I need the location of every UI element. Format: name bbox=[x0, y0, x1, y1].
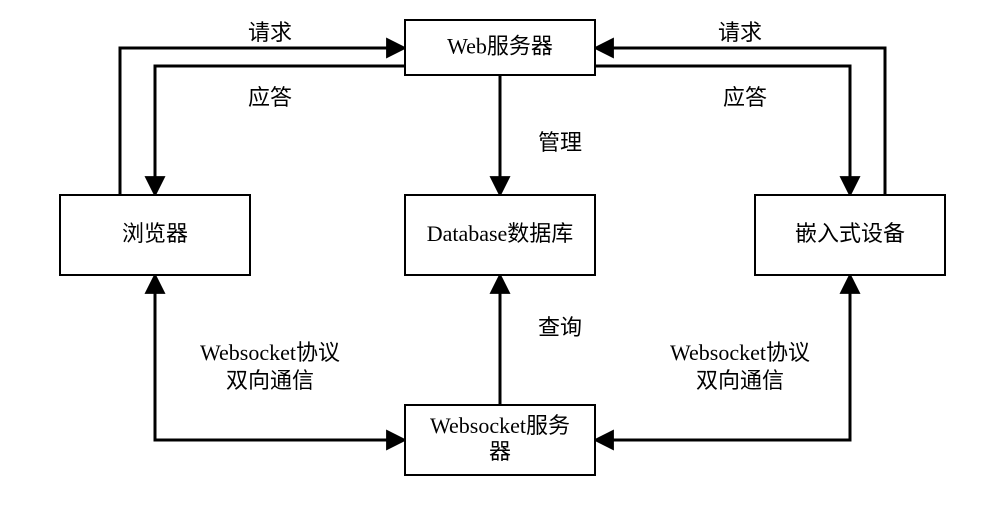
node-embedded: 嵌入式设备 bbox=[755, 195, 945, 275]
node-ws_server-label-2: 器 bbox=[489, 439, 511, 464]
edge-label-ws_left-1: Websocket协议 bbox=[200, 340, 340, 365]
edge-label-ws_left-2: 双向通信 bbox=[226, 368, 314, 393]
edge-label-manage: 管理 bbox=[538, 130, 582, 155]
edge-label-query: 查询 bbox=[538, 315, 582, 340]
node-ws_server-label-1: Websocket服务 bbox=[430, 413, 570, 438]
node-embedded-label: 嵌入式设备 bbox=[795, 221, 905, 246]
edge-label-req_right: 请求 bbox=[718, 20, 762, 45]
node-web_server: Web服务器 bbox=[405, 20, 595, 75]
node-browser-label: 浏览器 bbox=[122, 221, 188, 246]
node-web_server-label: Web服务器 bbox=[447, 34, 553, 59]
edge-label-resp_left: 应答 bbox=[248, 85, 292, 110]
edge-label-req_left: 请求 bbox=[248, 20, 292, 45]
edge-label-ws_right-2: 双向通信 bbox=[696, 368, 784, 393]
node-database-label: Database数据库 bbox=[427, 221, 574, 246]
nodes-layer: Web服务器浏览器 Database数据库 嵌入式设备 Websocket服务器 bbox=[60, 20, 945, 475]
edge-label-ws_right-1: Websocket协议 bbox=[670, 340, 810, 365]
node-ws_server: Websocket服务器 bbox=[405, 405, 595, 475]
edge-req_left bbox=[120, 48, 405, 195]
node-database: Database数据库 bbox=[405, 195, 595, 275]
edge-label-resp_right: 应答 bbox=[723, 85, 767, 110]
diagram-canvas: 请求应答请求应答管理查询Websocket协议双向通信Websocket协议双向… bbox=[0, 0, 1000, 506]
node-browser: 浏览器 bbox=[60, 195, 250, 275]
edge-req_right bbox=[595, 48, 885, 195]
